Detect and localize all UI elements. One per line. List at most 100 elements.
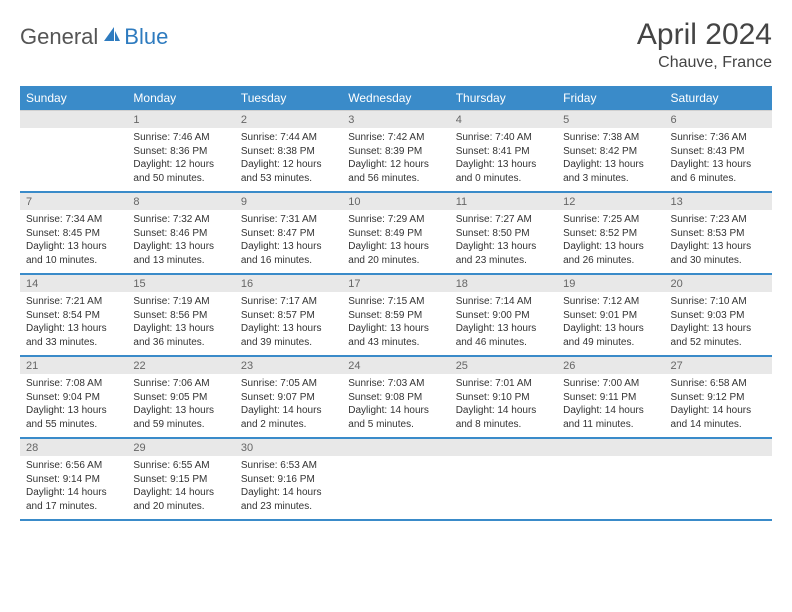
day-cell: Sunrise: 7:40 AMSunset: 8:41 PMDaylight:… — [450, 128, 557, 192]
dow-header: Friday — [557, 86, 664, 111]
day1-text: Daylight: 13 hours — [563, 158, 658, 172]
dow-header: Saturday — [665, 86, 772, 111]
sunset-text: Sunset: 9:14 PM — [26, 473, 121, 487]
day-number: 8 — [127, 192, 234, 210]
day2-text: and 0 minutes. — [456, 172, 551, 186]
day-cell: Sunrise: 7:00 AMSunset: 9:11 PMDaylight:… — [557, 374, 664, 438]
day-number: 16 — [235, 274, 342, 292]
sunset-text: Sunset: 9:00 PM — [456, 309, 551, 323]
day-number: 28 — [20, 438, 127, 456]
day-content-row: Sunrise: 7:08 AMSunset: 9:04 PMDaylight:… — [20, 374, 772, 438]
day-cell: Sunrise: 7:19 AMSunset: 8:56 PMDaylight:… — [127, 292, 234, 356]
day-cell: Sunrise: 7:36 AMSunset: 8:43 PMDaylight:… — [665, 128, 772, 192]
day-cell: Sunrise: 7:34 AMSunset: 8:45 PMDaylight:… — [20, 210, 127, 274]
sunset-text: Sunset: 9:03 PM — [671, 309, 766, 323]
day1-text: Daylight: 14 hours — [241, 404, 336, 418]
day-number: 4 — [450, 111, 557, 129]
day2-text: and 46 minutes. — [456, 336, 551, 350]
day-number: 3 — [342, 111, 449, 129]
sunset-text: Sunset: 8:46 PM — [133, 227, 228, 241]
day1-text: Daylight: 13 hours — [133, 240, 228, 254]
dow-header: Wednesday — [342, 86, 449, 111]
day-number-row: 123456 — [20, 111, 772, 129]
day-cell: Sunrise: 7:03 AMSunset: 9:08 PMDaylight:… — [342, 374, 449, 438]
day2-text: and 26 minutes. — [563, 254, 658, 268]
day-number: 9 — [235, 192, 342, 210]
day2-text: and 3 minutes. — [563, 172, 658, 186]
day-number: 2 — [235, 111, 342, 129]
day-number — [342, 438, 449, 456]
day1-text: Daylight: 13 hours — [26, 322, 121, 336]
day1-text: Daylight: 14 hours — [26, 486, 121, 500]
day-cell: Sunrise: 7:10 AMSunset: 9:03 PMDaylight:… — [665, 292, 772, 356]
day-cell: Sunrise: 7:08 AMSunset: 9:04 PMDaylight:… — [20, 374, 127, 438]
day1-text: Daylight: 12 hours — [241, 158, 336, 172]
header: General Blue April 2024 Chauve, France — [20, 18, 772, 72]
sunrise-text: Sunrise: 7:06 AM — [133, 377, 228, 391]
sunset-text: Sunset: 9:11 PM — [563, 391, 658, 405]
day1-text: Daylight: 13 hours — [241, 322, 336, 336]
title-block: April 2024 Chauve, France — [637, 18, 772, 72]
day-number: 27 — [665, 356, 772, 374]
calendar-page: General Blue April 2024 Chauve, France S… — [0, 0, 792, 531]
day1-text: Daylight: 14 hours — [133, 486, 228, 500]
day-number: 22 — [127, 356, 234, 374]
day-cell: Sunrise: 7:21 AMSunset: 8:54 PMDaylight:… — [20, 292, 127, 356]
location-label: Chauve, France — [637, 54, 772, 72]
day-cell — [450, 456, 557, 520]
sunset-text: Sunset: 8:43 PM — [671, 145, 766, 159]
day-number-row: 14151617181920 — [20, 274, 772, 292]
sunrise-text: Sunrise: 7:00 AM — [563, 377, 658, 391]
sunrise-text: Sunrise: 7:38 AM — [563, 131, 658, 145]
sunrise-text: Sunrise: 7:32 AM — [133, 213, 228, 227]
day-number: 6 — [665, 111, 772, 129]
sunrise-text: Sunrise: 6:58 AM — [671, 377, 766, 391]
sunrise-text: Sunrise: 7:34 AM — [26, 213, 121, 227]
sunset-text: Sunset: 8:56 PM — [133, 309, 228, 323]
sunrise-text: Sunrise: 7:12 AM — [563, 295, 658, 309]
sunrise-text: Sunrise: 7:05 AM — [241, 377, 336, 391]
day2-text: and 10 minutes. — [26, 254, 121, 268]
day-cell: Sunrise: 7:12 AMSunset: 9:01 PMDaylight:… — [557, 292, 664, 356]
day2-text: and 17 minutes. — [26, 500, 121, 514]
day2-text: and 20 minutes. — [348, 254, 443, 268]
day-cell: Sunrise: 6:56 AMSunset: 9:14 PMDaylight:… — [20, 456, 127, 520]
day1-text: Daylight: 13 hours — [563, 240, 658, 254]
day2-text: and 36 minutes. — [133, 336, 228, 350]
day-number: 21 — [20, 356, 127, 374]
sunset-text: Sunset: 8:47 PM — [241, 227, 336, 241]
day-cell: Sunrise: 7:17 AMSunset: 8:57 PMDaylight:… — [235, 292, 342, 356]
sunset-text: Sunset: 8:54 PM — [26, 309, 121, 323]
sunrise-text: Sunrise: 7:14 AM — [456, 295, 551, 309]
day1-text: Daylight: 14 hours — [241, 486, 336, 500]
brand-sail-icon — [102, 25, 122, 50]
day-cell: Sunrise: 7:27 AMSunset: 8:50 PMDaylight:… — [450, 210, 557, 274]
day1-text: Daylight: 13 hours — [671, 240, 766, 254]
day1-text: Daylight: 14 hours — [563, 404, 658, 418]
sunrise-text: Sunrise: 7:17 AM — [241, 295, 336, 309]
sunset-text: Sunset: 9:07 PM — [241, 391, 336, 405]
sunset-text: Sunset: 8:50 PM — [456, 227, 551, 241]
day2-text: and 59 minutes. — [133, 418, 228, 432]
day-number: 29 — [127, 438, 234, 456]
sunrise-text: Sunrise: 7:10 AM — [671, 295, 766, 309]
day2-text: and 52 minutes. — [671, 336, 766, 350]
day-number: 20 — [665, 274, 772, 292]
brand-part1: General — [20, 24, 98, 50]
day2-text: and 50 minutes. — [133, 172, 228, 186]
sunset-text: Sunset: 9:12 PM — [671, 391, 766, 405]
day-cell — [665, 456, 772, 520]
sunset-text: Sunset: 9:16 PM — [241, 473, 336, 487]
day1-text: Daylight: 13 hours — [456, 322, 551, 336]
day-number — [450, 438, 557, 456]
day2-text: and 49 minutes. — [563, 336, 658, 350]
sunset-text: Sunset: 8:57 PM — [241, 309, 336, 323]
day1-text: Daylight: 13 hours — [456, 158, 551, 172]
day-number-row: 282930 — [20, 438, 772, 456]
day2-text: and 11 minutes. — [563, 418, 658, 432]
sunset-text: Sunset: 9:04 PM — [26, 391, 121, 405]
sunset-text: Sunset: 8:45 PM — [26, 227, 121, 241]
sunset-text: Sunset: 8:59 PM — [348, 309, 443, 323]
sunrise-text: Sunrise: 7:31 AM — [241, 213, 336, 227]
sunset-text: Sunset: 9:10 PM — [456, 391, 551, 405]
